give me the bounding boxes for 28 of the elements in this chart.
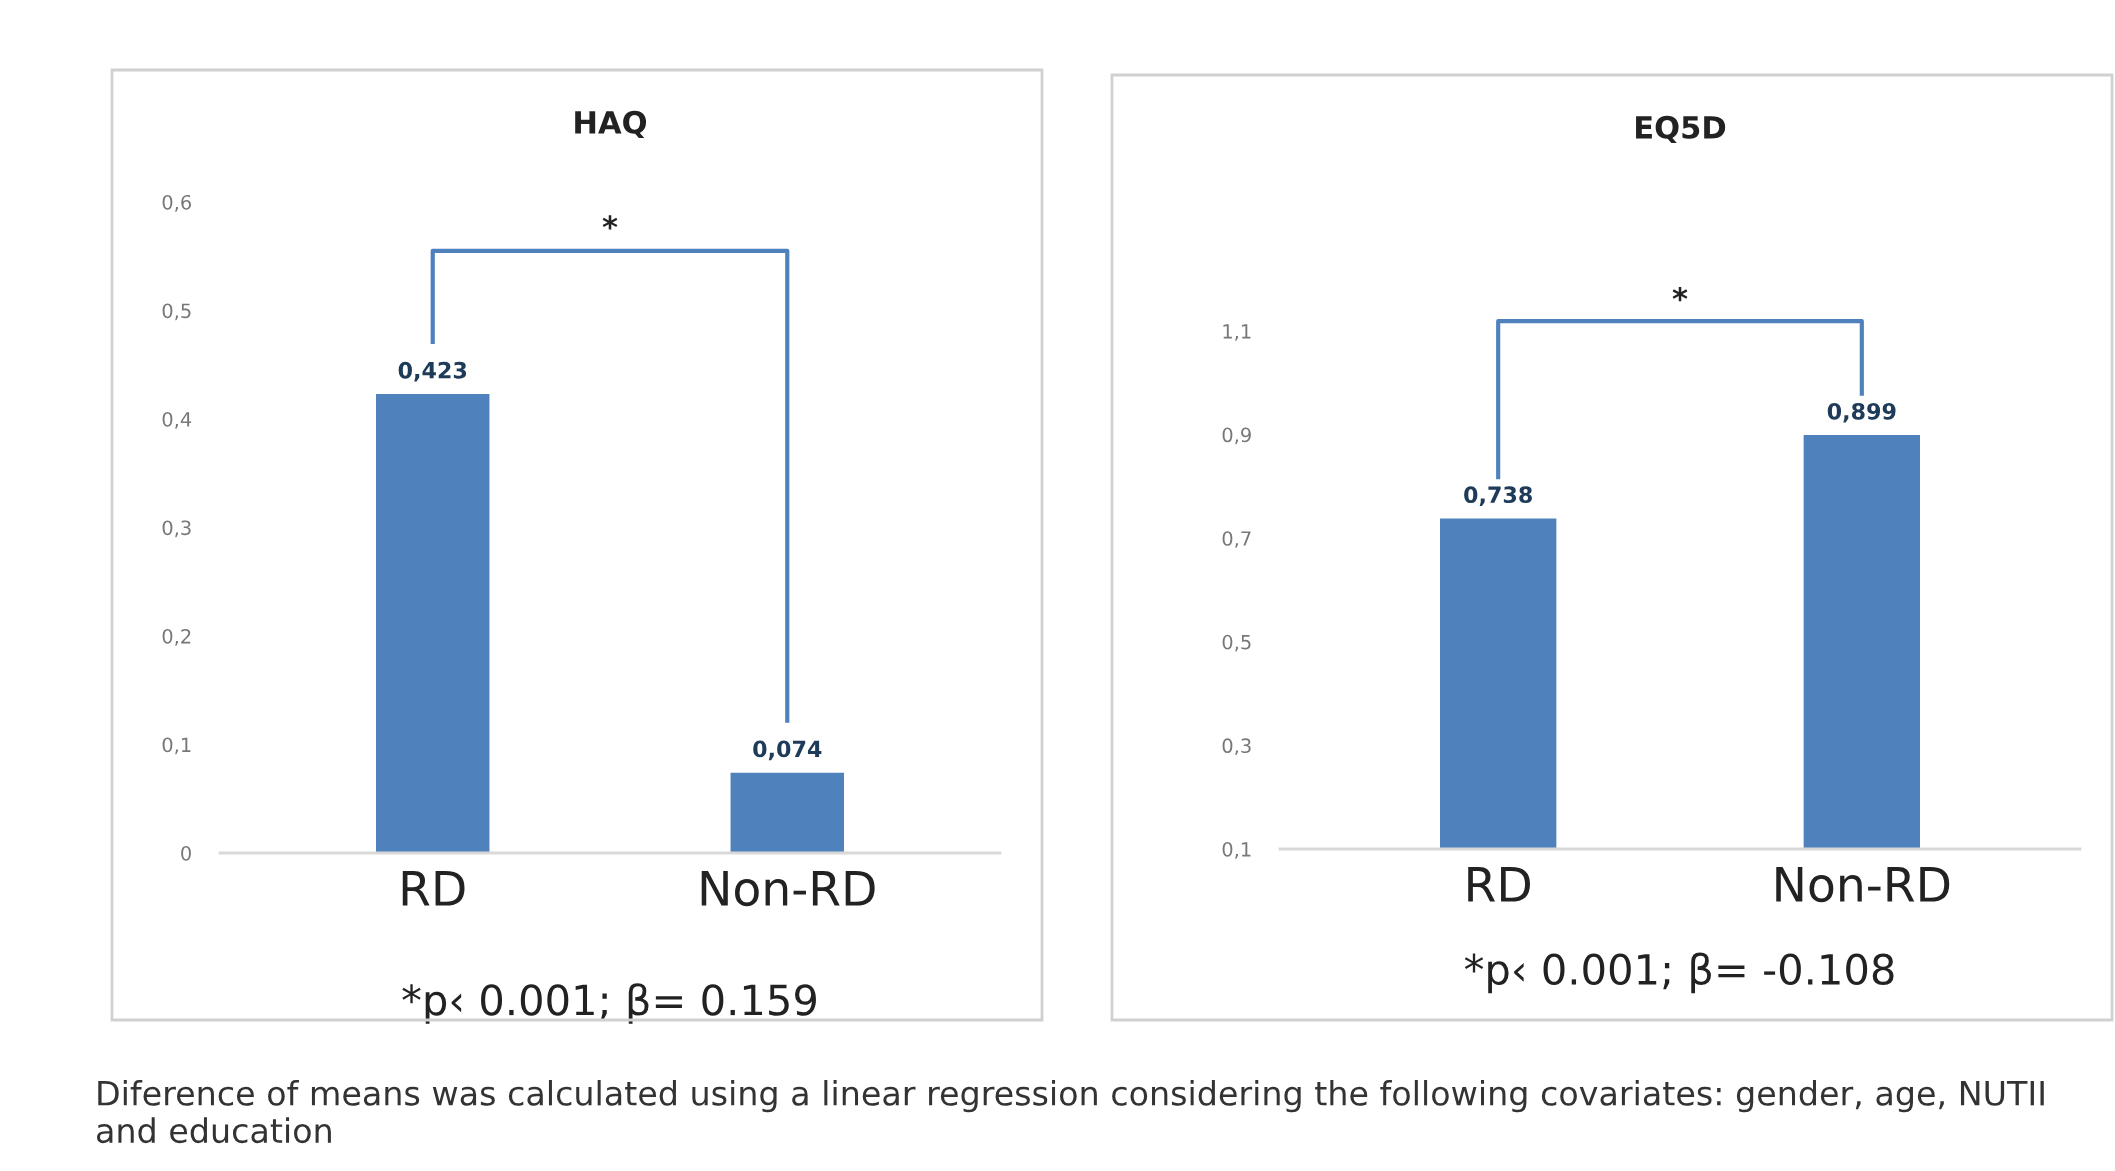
y-tick-label: 0,9: [1222, 427, 1251, 445]
text: Diference of means was calculated using a linear regression considering the following covariates: gender, age, NUTII and education: [97, 1080, 2044, 1144]
data-label: 0,423: [398, 361, 467, 382]
x-tick-label: Non-RD: [1776, 867, 1950, 903]
data-label: 0,738: [1464, 486, 1532, 506]
text: *: [1672, 286, 1688, 302]
x-tick-label: RD: [402, 871, 465, 906]
text: *p‹ 0.001; β= 0.159: [402, 983, 816, 1024]
chart-title: EQ5D: [1636, 115, 1726, 143]
y-tick-label: 0,5: [162, 303, 191, 321]
y-tick-label: 0: [181, 845, 191, 861]
y-tick-label: 0,4: [162, 411, 192, 429]
y-tick-label: 0,6: [162, 194, 191, 212]
y-tick-label: 0,3: [1222, 738, 1251, 756]
x-tick-label: RD: [1468, 867, 1530, 902]
y-tick-label: 0,3: [162, 520, 191, 538]
y-tick-label: 0,1: [162, 737, 191, 755]
y-tick-label: 1,1: [1223, 324, 1251, 341]
chart-title: HAQ: [575, 110, 647, 138]
y-tick-label: 0,5: [1222, 634, 1251, 652]
y-tick-label: 0,1: [1222, 841, 1251, 859]
text: *p‹ 0.001; β= -0.108: [1464, 952, 1894, 994]
y-tick-label: 0,2: [162, 628, 191, 646]
data-label: 0,899: [1827, 402, 1896, 423]
annotation: *: [602, 215, 618, 230]
x-tick-label: Non-RD: [701, 871, 875, 907]
data-label: 0,074: [753, 740, 822, 761]
y-tick-label: 0,7: [1222, 531, 1251, 548]
